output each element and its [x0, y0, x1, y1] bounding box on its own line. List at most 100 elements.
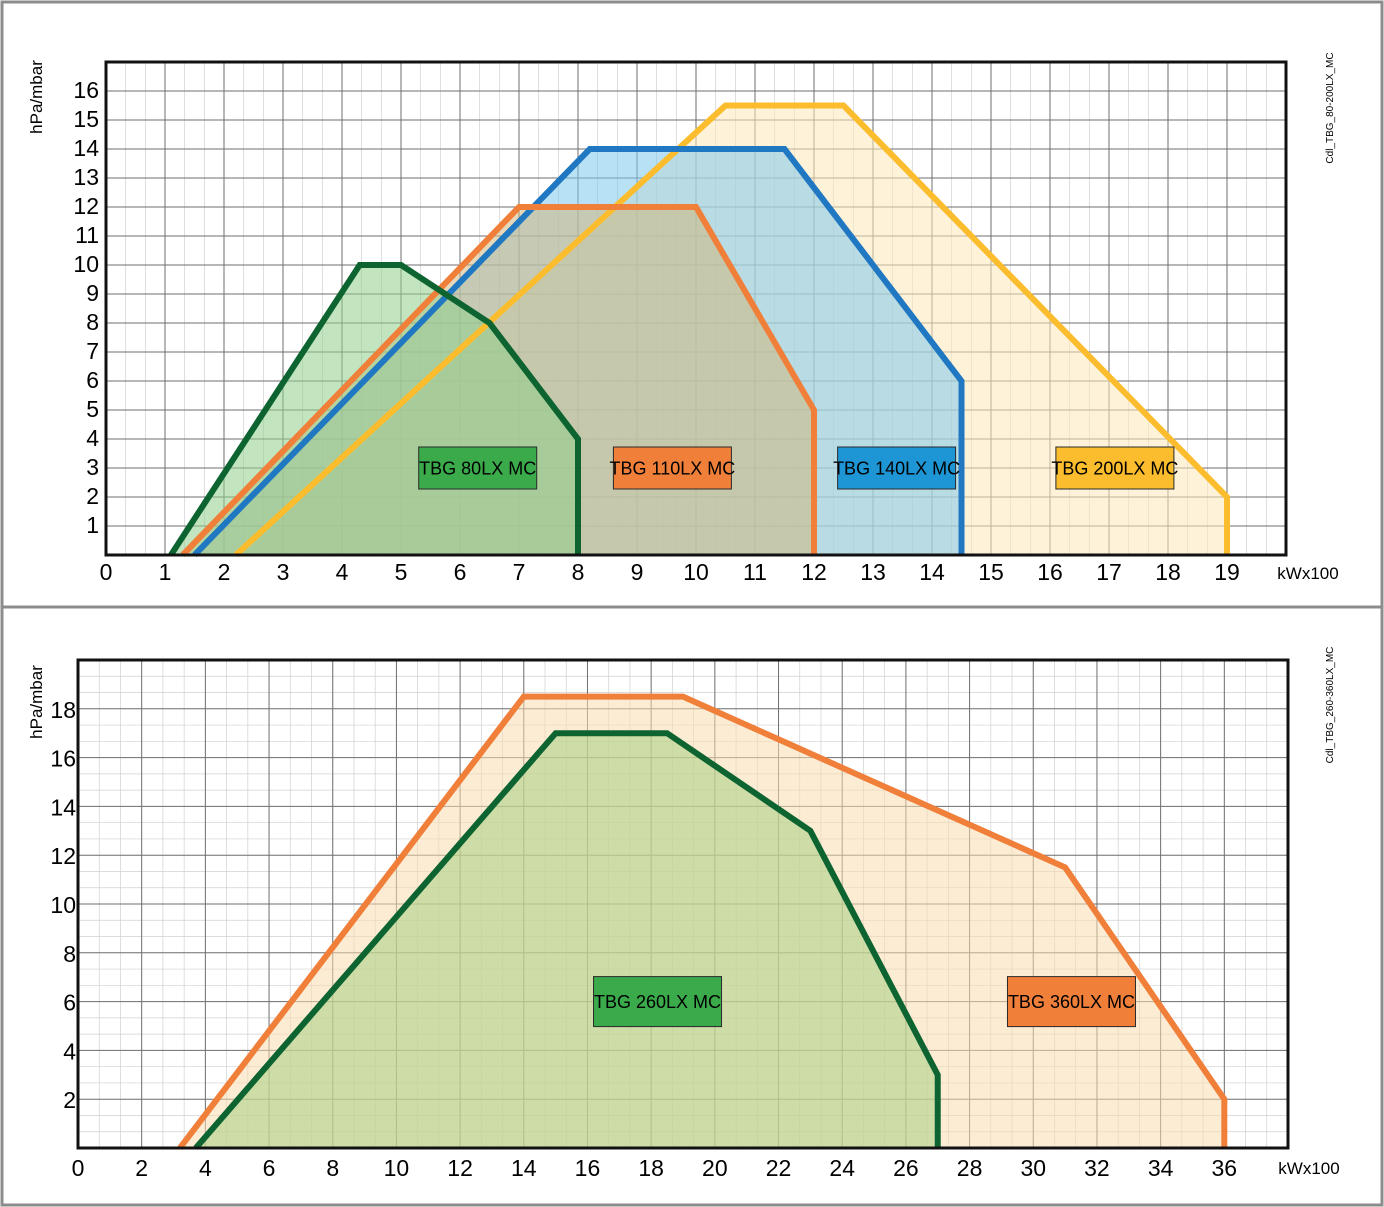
- y-tick-label: 4: [63, 1038, 76, 1064]
- x-tick-label: 10: [683, 559, 709, 585]
- y-tick-label: 2: [63, 1087, 76, 1113]
- x-tick-label: 4: [199, 1155, 212, 1181]
- series-label: TBG 80LX MC: [418, 446, 538, 490]
- series-label-box: [612, 446, 732, 490]
- x-tick-label: 0: [72, 1155, 85, 1181]
- y-tick-label: 11: [75, 222, 99, 248]
- x-tick-label: 36: [1212, 1155, 1238, 1181]
- x-tick-label: 0: [100, 559, 113, 585]
- y-axis-label: hPa/mbar: [27, 665, 46, 739]
- y-tick-label: 8: [86, 309, 99, 335]
- series-label-text: TBG 80LX MC: [419, 458, 536, 478]
- series-line: [180, 204, 817, 558]
- y-tick-label: 10: [50, 892, 76, 918]
- series-label: TBG 360LX MC: [1006, 976, 1136, 1028]
- y-axis-label: hPa/mbar: [27, 60, 46, 134]
- x-tick-label: 6: [454, 559, 467, 585]
- chart-code: Cdl_TBG_80-200LX_MC: [1325, 52, 1336, 163]
- y-tick-label: 5: [86, 396, 99, 422]
- x-tick-label: 7: [513, 559, 526, 585]
- y-tick-label: 1: [86, 512, 99, 538]
- series-outlines: [177, 693, 1228, 1150]
- x-tick-label: 28: [957, 1155, 983, 1181]
- series-area: [195, 733, 938, 1148]
- x-tick-label: 18: [638, 1155, 664, 1181]
- series-line: [193, 730, 941, 1150]
- x-tick-label: 11: [743, 559, 767, 585]
- x-tick-label: 8: [572, 559, 585, 585]
- x-tick-label: 18: [1155, 559, 1181, 585]
- series-label-box: [1055, 446, 1175, 490]
- series-label: TBG 260LX MC: [593, 976, 723, 1028]
- x-axis-label: kWx100: [1278, 1159, 1339, 1178]
- series-label-text: TBG 140LX MC: [833, 458, 960, 478]
- y-tick-label: 14: [50, 794, 76, 820]
- y-tick-label: 12: [73, 193, 99, 219]
- series-label: TBG 140LX MC: [833, 446, 960, 490]
- y-tick-label: 18: [50, 697, 76, 723]
- series-label-box: [593, 976, 723, 1028]
- plot-area: 0 2 4 6 8 10 12 14 16 18 20 22 24 26 28 30 32 34 362468101…: [50, 658, 1290, 1181]
- series-line: [192, 146, 965, 558]
- x-tick-label: 16: [1037, 559, 1063, 585]
- series-outlines: [168, 102, 1230, 558]
- series-label-box: [1006, 976, 1136, 1028]
- y-tick-label: 14: [73, 135, 99, 161]
- y-tick-label: 7: [86, 338, 99, 364]
- x-tick-label: 30: [1020, 1155, 1046, 1181]
- series-label-box: [837, 446, 957, 490]
- x-tick-label: 14: [511, 1155, 537, 1181]
- y-tick-label: 6: [63, 990, 76, 1016]
- x-tick-label: 14: [919, 559, 945, 585]
- series-label-text: TBG 360LX MC: [1008, 992, 1135, 1012]
- series-line: [233, 102, 1230, 558]
- x-tick-label: 9: [631, 559, 644, 585]
- x-tick-label: 4: [336, 559, 349, 585]
- series-label-text: TBG 200LX MC: [1051, 458, 1178, 478]
- x-tick-label: 19: [1214, 559, 1240, 585]
- x-tick-label: 3: [277, 559, 290, 585]
- y-tick-label: 13: [73, 164, 99, 190]
- y-tick-label: 2: [86, 483, 99, 509]
- x-tick-label: 12: [447, 1155, 473, 1181]
- x-tick-label: 13: [860, 559, 886, 585]
- x-tick-label: 17: [1096, 559, 1122, 585]
- series-label: TBG 200LX MC: [1051, 446, 1178, 490]
- x-tick-label: 32: [1084, 1155, 1110, 1181]
- x-tick-label: 24: [829, 1155, 855, 1181]
- y-tick-label: 9: [86, 280, 99, 306]
- series-line: [177, 693, 1228, 1150]
- x-tick-label: 15: [978, 559, 1004, 585]
- chart-code: Cdl_TBG_260-360LX_MC: [1325, 647, 1336, 764]
- y-tick-label: 3: [86, 454, 99, 480]
- y-tick-label: 16: [50, 746, 76, 772]
- x-tick-label: 34: [1148, 1155, 1174, 1181]
- y-tick-label: 15: [73, 106, 99, 132]
- plot-frame: [104, 60, 1288, 557]
- series-label-box: [418, 446, 538, 490]
- x-tick-label: 22: [766, 1155, 792, 1181]
- x-tick-label: 10: [384, 1155, 410, 1181]
- series-label-text: TBG 110LX MC: [610, 458, 736, 478]
- x-tick-label: 12: [801, 559, 827, 585]
- y-tick-label: 16: [73, 77, 99, 103]
- series-label-text: TBG 260LX MC: [594, 992, 721, 1012]
- x-tick-label: 6: [263, 1155, 276, 1181]
- y-tick-label: 10: [73, 251, 99, 277]
- x-tick-label: 8: [326, 1155, 339, 1181]
- plot-area: 0 1 2 3 4 5 6 7 8 9 10 11 12 13 14 15 16 17 18 191234567891…: [73, 60, 1288, 585]
- x-tick-label: 20: [702, 1155, 728, 1181]
- y-tick-label: 12: [50, 843, 76, 869]
- x-tick-label: 2: [218, 559, 231, 585]
- x-tick-label: 2: [135, 1155, 148, 1181]
- x-tick-label: 26: [893, 1155, 919, 1181]
- y-tick-label: 6: [86, 367, 99, 393]
- x-tick-label: 1: [159, 559, 172, 585]
- x-tick-label: 16: [575, 1155, 601, 1181]
- y-tick-label: 4: [86, 425, 99, 451]
- y-tick-label: 8: [63, 941, 76, 967]
